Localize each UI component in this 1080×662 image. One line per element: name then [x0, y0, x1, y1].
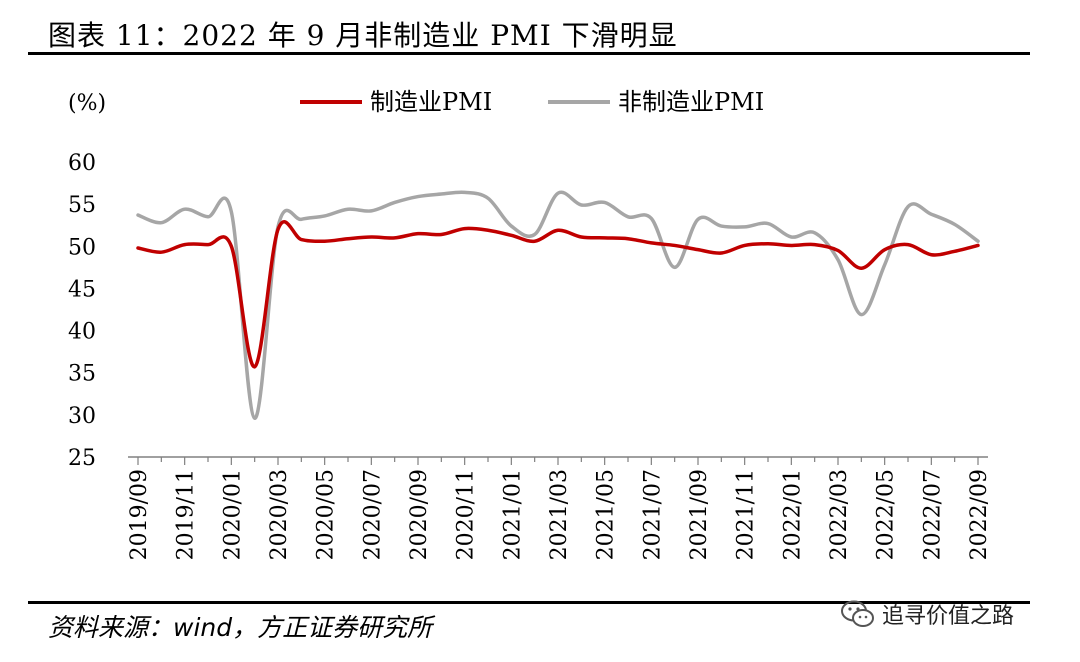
- x-axis: 2019/09 2019/11 2020/01 2020/03 2020/05 2020/…: [127, 456, 992, 560]
- y-tick-label: 30: [68, 404, 96, 429]
- x-tick-label: 2020/05: [314, 469, 339, 560]
- watermark-text: 追寻价值之路: [882, 604, 1015, 629]
- pmi-line-chart: 制造业PMI 非制造业PMI (%) 25 30 35 40 45 50 55 60 2019…: [68, 88, 992, 560]
- y-axis-ticks: 25 30 35 40 45 50 55 60: [68, 151, 96, 471]
- y-tick-label: 60: [68, 151, 96, 176]
- x-tick-label: 2021/03: [547, 469, 572, 560]
- bottom-rule: [28, 601, 1030, 604]
- x-tick-label: 2019/11: [174, 469, 199, 560]
- x-tick-label: 2022/07: [920, 469, 945, 560]
- legend-label-non-manufacturing: 非制造业PMI: [618, 88, 764, 116]
- source-note: 资料来源：wind，方正证券研究所: [48, 613, 433, 642]
- y-tick-label: 35: [68, 362, 96, 387]
- series-line-non-manufacturing-pmi: [136, 190, 980, 420]
- wechat-icon: [841, 600, 874, 627]
- x-tick-label: 2020/09: [407, 469, 432, 560]
- legend: 制造业PMI 非制造业PMI: [300, 88, 764, 116]
- figure-title: 图表 11：2022 年 9 月非制造业 PMI 下滑明显: [48, 19, 678, 52]
- y-tick-label: 50: [68, 235, 96, 260]
- x-tick-label: 2022/01: [780, 469, 805, 560]
- y-axis-unit-label: (%): [68, 91, 106, 116]
- series-lines: [136, 190, 980, 420]
- x-tick-label: 2021/11: [734, 469, 759, 560]
- x-tick-label: 2022/05: [874, 469, 899, 560]
- x-tick-label: 2021/05: [594, 469, 619, 560]
- y-tick-label: 55: [68, 193, 96, 218]
- y-tick-label: 45: [68, 277, 96, 302]
- x-tick-label: 2020/03: [267, 469, 292, 560]
- x-tick-label: 2022/09: [967, 469, 992, 560]
- top-rule: [28, 52, 1030, 55]
- x-tick-label: 2019/09: [127, 469, 152, 560]
- series-line-manufacturing-pmi: [136, 220, 980, 369]
- x-tick-label: 2021/01: [500, 469, 525, 560]
- x-tick-label: 2022/03: [827, 469, 852, 560]
- x-tick-label: 2021/07: [640, 469, 665, 560]
- legend-label-manufacturing: 制造业PMI: [370, 88, 492, 116]
- x-tick-label: 2020/07: [360, 469, 385, 560]
- y-tick-label: 40: [68, 320, 96, 345]
- watermark: 追寻价值之路: [840, 598, 1014, 630]
- y-tick-label: 25: [68, 446, 96, 471]
- x-tick-label: 2021/09: [687, 469, 712, 560]
- x-tick-label: 2020/01: [220, 469, 245, 560]
- x-tick-label: 2020/11: [454, 469, 479, 560]
